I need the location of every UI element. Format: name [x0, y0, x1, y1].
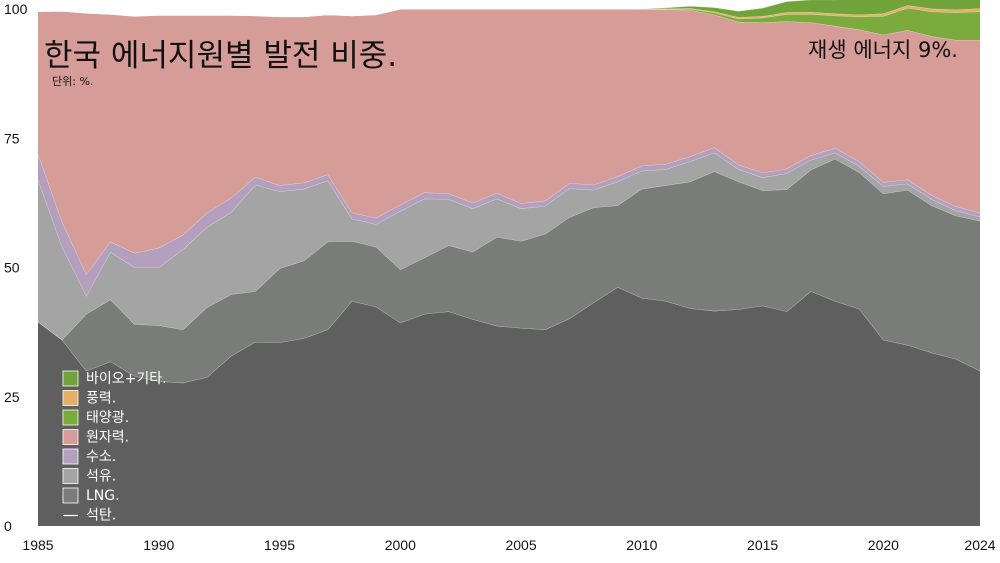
legend-item: 수소. [62, 448, 116, 465]
legend-label: LNG. [86, 488, 120, 504]
x-tick-label: 2024 [964, 537, 995, 553]
axes: 1985 1990 1995 2000 2005 2010 2015 2020 2024 0 25 5… [4, 1, 996, 553]
area-series-2 [38, 152, 980, 340]
legend-label: 수소. [86, 449, 116, 465]
x-tick-label: 1995 [264, 537, 295, 553]
chart-subtitle: 단위: %. [52, 75, 93, 88]
x-tick-label: 2005 [505, 537, 536, 553]
area-series-1 [38, 158, 980, 383]
legend-item: LNG. [62, 487, 120, 504]
chart-title: 한국 에너지원별 발전 비중. [44, 38, 397, 74]
legend-swatch [62, 370, 79, 387]
legend-item: 풍력. [62, 390, 116, 407]
legend-label: 석유. [86, 469, 116, 485]
area-series-0 [38, 287, 980, 526]
legend-item: 석유. [62, 468, 116, 485]
renewable-share-annotation: 재생 에너지 9%. [808, 38, 958, 62]
x-tick-label: 1990 [143, 537, 174, 553]
x-tick-label: 2020 [868, 537, 899, 553]
y-tick-label: 75 [4, 130, 20, 146]
y-tick-label: 50 [4, 260, 20, 276]
x-tick-label: 2000 [385, 537, 416, 553]
y-tick-label: 0 [4, 518, 12, 534]
x-tick-label: 2015 [747, 537, 778, 553]
legend-label: 원자력. [86, 430, 129, 446]
legend-swatch [62, 409, 79, 426]
legend-swatch [62, 468, 79, 484]
x-tick-label: 2010 [626, 537, 657, 553]
stacked-areas [37, 0, 981, 526]
area-boundary-7 [37, 0, 840, 18]
legend-swatch [62, 429, 79, 445]
area-series-3 [38, 147, 980, 296]
legend-item: 석탄. [63, 508, 116, 524]
legend-label: 풍력. [86, 391, 116, 407]
legend-label: 바이오+기타. [86, 371, 167, 387]
legend-label: 태양광. [86, 410, 129, 426]
legend: 바이오+기타. 풍력. 태양광. 원자력. 수소. 석유. LNG. 석탄. [62, 370, 167, 524]
legend-swatch [62, 390, 79, 406]
legend-swatch [62, 487, 79, 504]
legend-item: 바이오+기타. [62, 370, 167, 387]
area-series-4 [38, 9, 980, 275]
legend-item: 태양광. [62, 409, 129, 426]
x-tick-label: 1985 [22, 537, 53, 553]
legend-label: 석탄. [86, 508, 116, 524]
legend-item: 원자력. [62, 429, 129, 446]
y-tick-label: 25 [4, 389, 20, 405]
legend-swatch [62, 448, 79, 465]
y-tick-label: 100 [4, 1, 28, 17]
area-series-7 [38, 0, 980, 18]
